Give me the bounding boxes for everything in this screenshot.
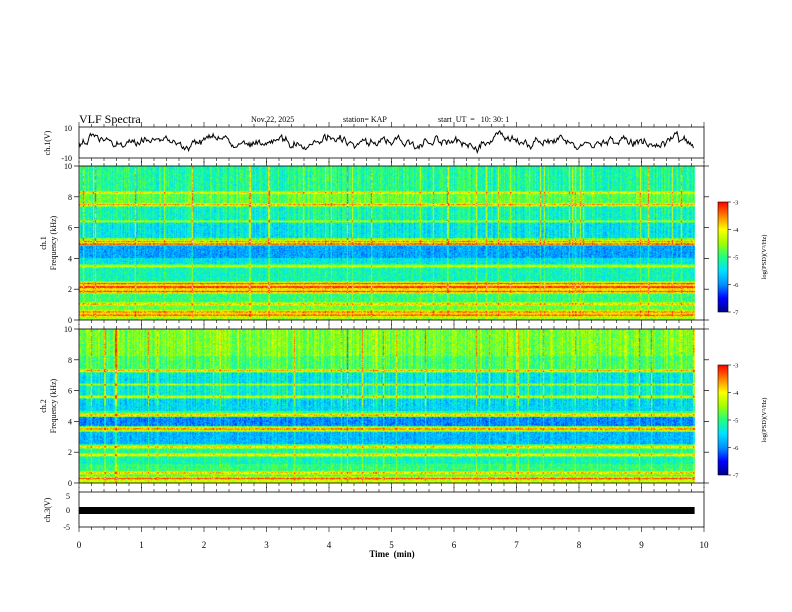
ch1-wave-tick-bottom: -10	[61, 154, 72, 163]
colorbar-tick-label: -7	[733, 310, 739, 317]
ch2-spectrogram-panel: 0 2 4 6 8 10 ch.2 Frequency (kHz)	[39, 325, 709, 488]
ch1-spectrogram-panel: 0 2 4 6 8 10 ch.1 Frequency (kHz)	[39, 162, 709, 325]
ch3-waveform-panel: 5 0 -5 ch.3(V)	[43, 491, 705, 532]
freq-tick-label: 6	[68, 387, 72, 396]
freq-tick-label: 0	[68, 479, 72, 488]
colorbar-tick-label: -6	[733, 282, 739, 289]
time-tick-label: 9	[639, 540, 644, 550]
time-tick-label: 3	[264, 540, 269, 550]
colorbar-tick-label: -7	[733, 473, 739, 480]
colorbar-tick-label: -5	[733, 418, 738, 425]
ch1-spectrogram-image	[79, 166, 704, 320]
station-label: station= KAP	[343, 115, 387, 124]
time-tick-label: 6	[452, 540, 457, 550]
ch2-spectrogram-image	[79, 329, 704, 483]
colorbar-ch1: -3 -4 -5 -6 -7 log(PSD)(V²/Hz)	[717, 200, 768, 317]
freq-tick-label: 10	[64, 162, 72, 171]
time-tick-label: 4	[327, 540, 332, 550]
freq-tick-label: 2	[68, 448, 72, 457]
time-axis-label: Time (min)	[369, 549, 414, 559]
time-tick-label: 5	[389, 540, 394, 550]
ch3-signal-bar	[79, 507, 695, 514]
ch1-spec-ylabel-channel: ch.1	[39, 236, 48, 250]
colorbar-tick-label: -3	[733, 200, 738, 207]
colorbar-tick-label: -4	[733, 390, 739, 397]
freq-tick-label: 2	[68, 285, 72, 294]
colorbar-ch1-label: log(PSD)(V²/Hz)	[761, 235, 768, 280]
colorbar-ch1-gradient	[718, 202, 728, 312]
ch2-spec-ylabel-channel: ch.2	[39, 399, 48, 413]
colorbar-ch2-label: log(PSD)(V²/Hz)	[761, 398, 768, 443]
colorbar-tick-label: -6	[733, 445, 739, 452]
time-tick-label: 10	[700, 540, 710, 550]
ch1-waveform-line	[78, 129, 694, 154]
ch1-waveform-panel: 10 -10 ch.1(V)	[43, 124, 705, 163]
freq-tick-label: 6	[68, 224, 72, 233]
colorbar-tick-label: -5	[733, 255, 738, 262]
time-tick-label: 1	[139, 540, 144, 550]
freq-tick-label: 4	[68, 417, 72, 426]
start-time-label: start UT = 10: 30: 1	[438, 115, 509, 124]
freq-tick-label: 8	[68, 356, 72, 365]
colorbar-tick-label: -4	[733, 227, 739, 234]
ch3-wave-ylabel: ch.3(V)	[43, 497, 52, 522]
freq-tick-label: 0	[68, 316, 72, 325]
time-tick-label: 0	[77, 540, 82, 550]
time-axis-ticks	[78, 122, 705, 532]
chart-title: VLF Spectra	[79, 112, 141, 126]
colorbar-ch2-gradient	[718, 365, 728, 475]
colorbar-tick-label: -3	[733, 363, 738, 370]
ch3-wave-tick-mid: 0	[66, 506, 70, 515]
freq-tick-label: 8	[68, 193, 72, 202]
time-tick-label: 7	[514, 540, 519, 550]
ch1-spec-ylabel: Frequency (kHz)	[49, 215, 58, 270]
time-tick-label: 8	[577, 540, 582, 550]
colorbar-ch2: -3 -4 -5 -6 -7 log(PSD)(V²/Hz)	[717, 363, 768, 480]
ch2-spec-ylabel: Frequency (kHz)	[49, 378, 58, 433]
freq-tick-label: 4	[68, 254, 72, 263]
time-tick-label: 2	[202, 540, 207, 550]
date-label: Nov.22, 2025	[251, 115, 294, 124]
ch1-wave-tick-top: 10	[64, 124, 72, 133]
ch3-wave-tick-top: 5	[66, 492, 70, 501]
time-axis-tick-labels: 0 1 2 3 4 5 6 7 8 9 10	[77, 540, 709, 550]
ch3-wave-tick-bottom: -5	[63, 523, 70, 532]
freq-tick-label: 10	[64, 325, 72, 334]
ch1-wave-ylabel: ch.1(V)	[43, 130, 52, 155]
